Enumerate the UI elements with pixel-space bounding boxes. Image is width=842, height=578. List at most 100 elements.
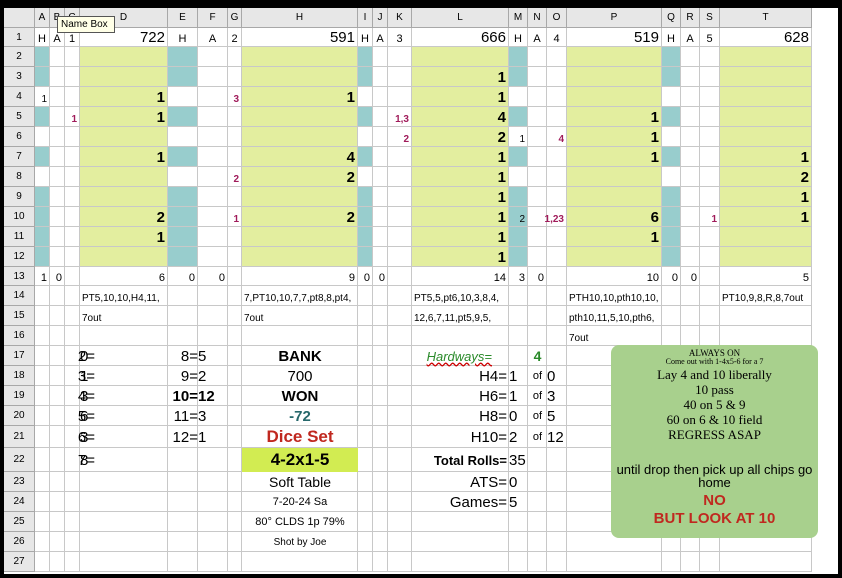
cell-M3[interactable]	[509, 67, 528, 87]
column-header-G[interactable]: G	[228, 8, 242, 28]
cell-Q5[interactable]	[662, 107, 681, 127]
cell-S15[interactable]	[700, 306, 720, 326]
cell-F15[interactable]	[198, 306, 228, 326]
cell-N6[interactable]	[528, 127, 547, 147]
cell-Q16[interactable]	[662, 326, 681, 346]
cell-I24[interactable]	[358, 492, 373, 512]
cell-N5[interactable]	[528, 107, 547, 127]
cell-A10[interactable]	[35, 207, 50, 227]
cell-F17[interactable]	[198, 346, 228, 366]
cell-F22[interactable]	[198, 448, 228, 472]
cell-C11[interactable]	[65, 227, 80, 247]
cell-H8[interactable]: 2	[242, 167, 358, 187]
cell-N22[interactable]	[528, 448, 547, 472]
row-header-16[interactable]: 16	[4, 326, 35, 346]
cell-N11[interactable]	[528, 227, 547, 247]
cell-O6[interactable]: 4	[547, 127, 567, 147]
cell-N18[interactable]	[528, 366, 547, 386]
cell-K5[interactable]: 1,3	[388, 107, 412, 127]
cell-L1[interactable]: 666	[412, 28, 509, 47]
row-header-14[interactable]: 14	[4, 286, 35, 306]
cell-N2[interactable]	[528, 47, 547, 67]
cell-F19[interactable]	[198, 386, 228, 406]
cell-T4[interactable]	[720, 87, 812, 107]
cell-M23[interactable]	[509, 472, 528, 492]
cell-I2[interactable]	[358, 47, 373, 67]
cell-Q13[interactable]: 0	[662, 267, 681, 286]
cell-C15[interactable]	[65, 306, 80, 326]
cell-H10[interactable]: 2	[242, 207, 358, 227]
cell-L24[interactable]	[412, 492, 509, 512]
cell-F1[interactable]: A	[198, 28, 228, 47]
cell-F5[interactable]	[198, 107, 228, 127]
row-header-12[interactable]: 12	[4, 247, 35, 267]
cell-H5[interactable]	[242, 107, 358, 127]
cell-O15[interactable]	[547, 306, 567, 326]
cell-I15[interactable]	[358, 306, 373, 326]
cell-R7[interactable]	[681, 147, 700, 167]
cell-E2[interactable]	[168, 47, 198, 67]
cell-R12[interactable]	[681, 247, 700, 267]
cell-I18[interactable]	[358, 366, 373, 386]
cell-G19[interactable]	[228, 386, 242, 406]
cell-L3[interactable]: 1	[412, 67, 509, 87]
cell-K10[interactable]	[388, 207, 412, 227]
cell-S5[interactable]	[700, 107, 720, 127]
cell-N1[interactable]: A	[528, 28, 547, 47]
cell-L22[interactable]	[412, 448, 509, 472]
cell-L6[interactable]: 2	[412, 127, 509, 147]
row-header-10[interactable]: 10	[4, 207, 35, 227]
row-header-21[interactable]: 21	[4, 426, 35, 448]
cell-I12[interactable]	[358, 247, 373, 267]
column-header-H[interactable]: H	[242, 8, 358, 28]
cell-J12[interactable]	[373, 247, 388, 267]
cell-P2[interactable]	[567, 47, 662, 67]
cell-F2[interactable]	[198, 47, 228, 67]
cell-J5[interactable]	[373, 107, 388, 127]
cell-K1[interactable]: 3	[388, 28, 412, 47]
cell-M15[interactable]	[509, 306, 528, 326]
cell-B18[interactable]	[50, 366, 65, 386]
cell-B7[interactable]	[50, 147, 65, 167]
cell-Q3[interactable]	[662, 67, 681, 87]
cell-G8[interactable]: 2	[228, 167, 242, 187]
row-header-22[interactable]: 22	[4, 448, 35, 472]
cell-P1[interactable]: 519	[567, 28, 662, 47]
cell-A22[interactable]	[35, 448, 50, 472]
cell-A6[interactable]	[35, 127, 50, 147]
cell-O2[interactable]	[547, 47, 567, 67]
cell-R2[interactable]	[681, 47, 700, 67]
cell-O17[interactable]	[547, 346, 567, 366]
cell-C14[interactable]	[65, 286, 80, 306]
cell-G21[interactable]	[228, 426, 242, 448]
cell-B14[interactable]	[50, 286, 65, 306]
cell-H6[interactable]	[242, 127, 358, 147]
cell-A12[interactable]	[35, 247, 50, 267]
cell-O19[interactable]	[547, 386, 567, 406]
cell-Q1[interactable]: H	[662, 28, 681, 47]
cell-S11[interactable]	[700, 227, 720, 247]
cell-R26[interactable]	[681, 532, 700, 552]
cell-J16[interactable]	[373, 326, 388, 346]
cell-C25[interactable]	[65, 512, 80, 532]
select-all-corner[interactable]	[4, 8, 35, 28]
cell-G23[interactable]	[228, 472, 242, 492]
cell-F6[interactable]	[198, 127, 228, 147]
cell-E21[interactable]	[168, 426, 198, 448]
cell-A2[interactable]	[35, 47, 50, 67]
cell-J7[interactable]	[373, 147, 388, 167]
cell-K6[interactable]: 2	[388, 127, 412, 147]
cell-B19[interactable]	[50, 386, 65, 406]
cell-B6[interactable]	[50, 127, 65, 147]
cell-T2[interactable]	[720, 47, 812, 67]
cell-H19[interactable]	[242, 386, 358, 406]
cell-I25[interactable]	[358, 512, 373, 532]
cell-G11[interactable]	[228, 227, 242, 247]
column-header-A[interactable]: A	[35, 8, 50, 28]
cell-F21[interactable]	[198, 426, 228, 448]
row-header-26[interactable]: 26	[4, 532, 35, 552]
cell-D25[interactable]	[80, 512, 168, 532]
cell-C26[interactable]	[65, 532, 80, 552]
cell-F25[interactable]	[198, 512, 228, 532]
cell-M19[interactable]	[509, 386, 528, 406]
